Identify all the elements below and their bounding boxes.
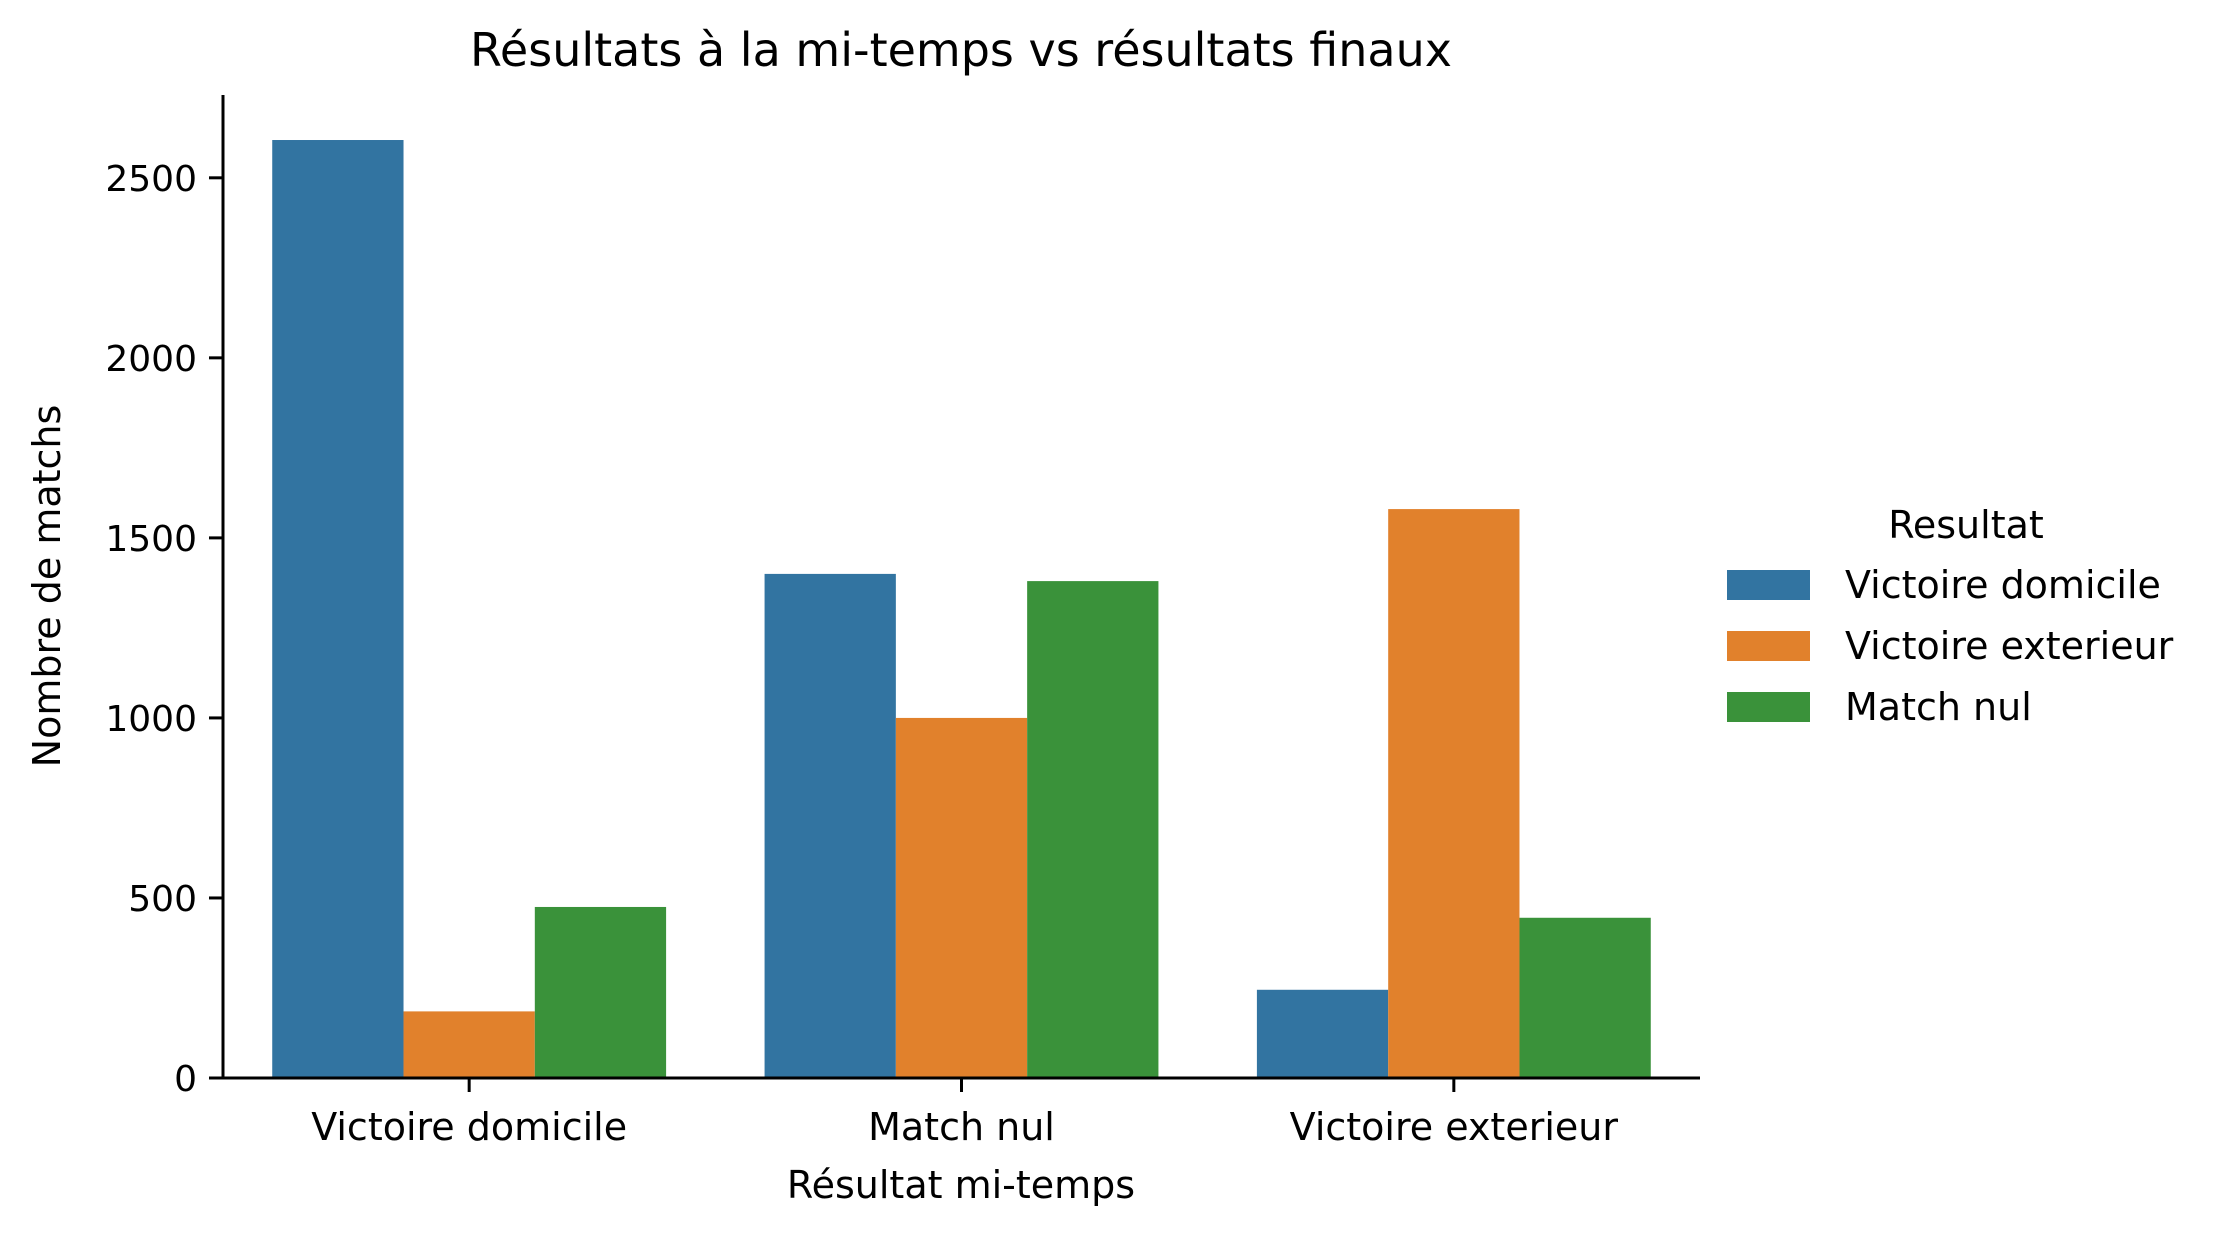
bar-2-1: [403, 1011, 535, 1078]
legend-swatch: [1727, 570, 1810, 600]
legend: Resultat Victoire domicile Victoire exter…: [1727, 503, 2174, 729]
bar-2-2: [895, 717, 1028, 1078]
legend-items: Victoire domicile Victoire exterieur Match…: [1727, 563, 2174, 729]
legend-swatch: [1727, 631, 1810, 661]
legend-label: Match nul: [1845, 685, 2032, 729]
legend-label: Victoire exterieur: [1845, 624, 2174, 668]
bar-3-1: [534, 906, 667, 1078]
y-tick-label: 1000: [105, 699, 197, 740]
bar-1-1: [272, 140, 404, 1078]
y-tick-label: 2000: [105, 339, 197, 380]
x-tick-label: Victoire exterieur: [1290, 1105, 1619, 1149]
x-tick-label: Match nul: [868, 1105, 1055, 1149]
x-axis-label: Résultat mi-temps: [787, 1163, 1135, 1207]
x-ticks-layer: Victoire domicile Match nul Victoire exter…: [311, 1078, 1618, 1149]
y-tick-label: 0: [174, 1059, 197, 1100]
x-tick-label: Victoire domicile: [311, 1105, 627, 1149]
legend-title: Resultat: [1888, 503, 2044, 547]
y-ticks-layer: 0 500 1000 1500 2000 2500: [105, 159, 223, 1100]
bar-1-3: [1256, 989, 1389, 1078]
y-tick-label: 500: [128, 879, 197, 920]
bar-2-3: [1388, 509, 1520, 1079]
bar-1-2: [764, 573, 896, 1078]
legend-label: Victoire domicile: [1845, 563, 2161, 607]
bars-layer: [272, 140, 1651, 1079]
y-tick-label: 1500: [105, 519, 197, 560]
y-axis-label: Nombre de matchs: [25, 405, 69, 768]
y-tick-label: 2500: [105, 159, 197, 200]
bar-3-2: [1027, 581, 1159, 1078]
bar-3-3: [1519, 917, 1651, 1078]
chart-title: Résultats à la mi-temps vs résultats fin…: [470, 23, 1452, 77]
legend-swatch: [1727, 692, 1810, 722]
